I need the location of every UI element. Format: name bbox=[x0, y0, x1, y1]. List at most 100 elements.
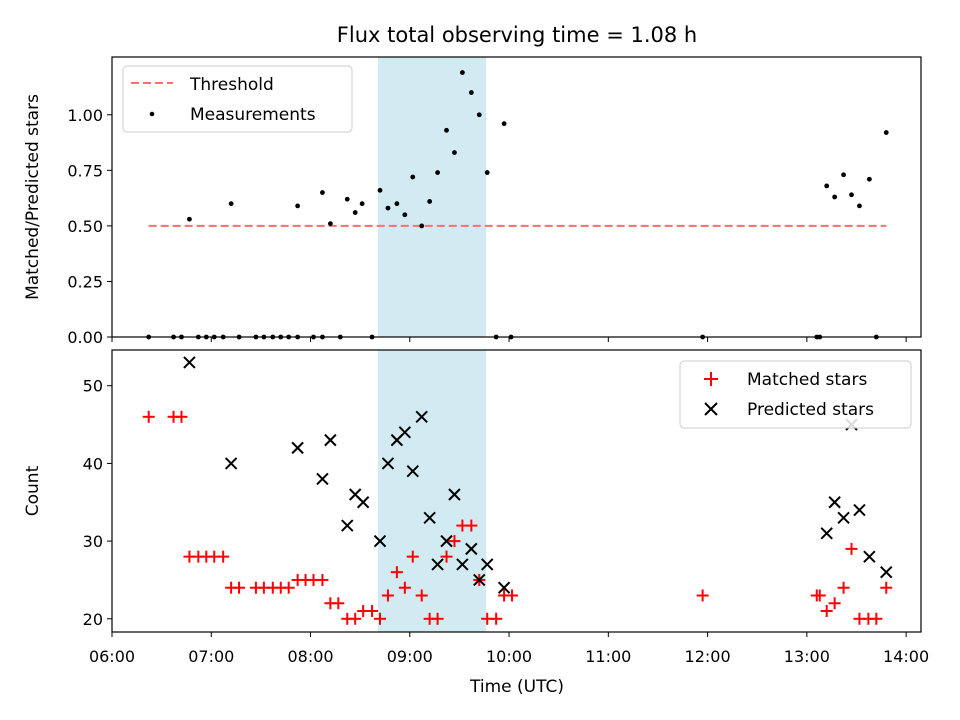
predicted-point-b bbox=[837, 511, 850, 525]
predicted-point-b bbox=[324, 433, 337, 447]
predicted-point-b bbox=[348, 488, 362, 501]
matched-point bbox=[448, 535, 461, 548]
highlight-span bbox=[378, 350, 487, 632]
predicted-point-b bbox=[183, 356, 196, 369]
predicted-point-b bbox=[880, 565, 893, 579]
predicted-point-b bbox=[356, 496, 370, 509]
matched-point bbox=[880, 581, 893, 594]
measurement-point bbox=[849, 192, 854, 198]
predicted-point bbox=[448, 488, 461, 501]
predicted-point-b bbox=[820, 527, 833, 540]
measurement-point bbox=[883, 130, 889, 135]
predicted-point-b bbox=[341, 519, 354, 532]
matched-point bbox=[820, 605, 833, 618]
measurement-point bbox=[187, 216, 192, 222]
predicted-point bbox=[398, 426, 412, 439]
matched-point bbox=[696, 589, 709, 602]
predicted-point-b bbox=[440, 534, 453, 548]
predicted-point-b bbox=[398, 426, 412, 439]
measurement-point bbox=[866, 176, 872, 182]
predicted-point-b bbox=[415, 410, 428, 424]
bottom-panel: 20 30 40 50 Count Matched stars Predicted s… bbox=[23, 349, 922, 637]
matched-point bbox=[332, 597, 345, 610]
measurement-point bbox=[228, 201, 234, 207]
y-tick-label: 50 bbox=[83, 377, 103, 396]
highlight-span bbox=[378, 57, 487, 337]
predicted-point bbox=[828, 496, 841, 509]
measurement-point bbox=[452, 150, 457, 155]
predicted-point bbox=[224, 457, 238, 470]
x-tick-label: 11:00 bbox=[585, 647, 631, 666]
matched-point bbox=[506, 589, 519, 602]
predicted-point-b bbox=[373, 534, 387, 548]
matched-point bbox=[398, 581, 411, 594]
matched-point bbox=[465, 519, 478, 532]
matched-point bbox=[837, 581, 850, 594]
predicted-point bbox=[820, 527, 833, 540]
top-panel: 0.00 0.25 0.50 0.75 1.00 Matched/Predicted s… bbox=[23, 56, 922, 347]
predicted-point-b bbox=[406, 464, 419, 478]
matched-point bbox=[845, 542, 858, 555]
legend-threshold-label: Threshold bbox=[189, 75, 274, 95]
predicted-point bbox=[473, 573, 486, 587]
x-tick-label: 08:00 bbox=[287, 647, 333, 666]
y-tick-label: 30 bbox=[83, 532, 103, 551]
legend-measurements-label: Measurements bbox=[190, 105, 316, 125]
predicted-point-b bbox=[291, 441, 304, 455]
measurement-point bbox=[468, 90, 474, 95]
measurement-point bbox=[476, 112, 482, 118]
matched-point bbox=[366, 605, 379, 618]
measurement-point bbox=[832, 194, 838, 200]
legend-matched-swatch bbox=[704, 372, 718, 386]
bottom-legend: Matched stars Predicted stars bbox=[679, 360, 912, 429]
matched-point bbox=[813, 589, 826, 602]
x-tick-label: 10:00 bbox=[486, 647, 532, 666]
predicted-point bbox=[316, 472, 329, 486]
predicted-point bbox=[456, 558, 469, 571]
y-tick-label: 40 bbox=[83, 454, 103, 473]
x-tick-label: 07:00 bbox=[188, 647, 234, 666]
matched-point bbox=[233, 581, 246, 594]
measurement-point bbox=[295, 203, 301, 209]
measurement-point bbox=[402, 212, 408, 218]
predicted-point-b bbox=[497, 581, 511, 594]
y-tick-label: 1.00 bbox=[67, 106, 103, 125]
x-axis-label: Time (UTC) bbox=[469, 677, 564, 697]
predicted-point-b bbox=[481, 558, 494, 571]
y-tick-label: 0.00 bbox=[67, 328, 103, 347]
predicted-point bbox=[381, 457, 395, 470]
predicted-point-b bbox=[316, 472, 329, 486]
top-legend: Threshold Measurements bbox=[122, 65, 353, 133]
y-tick-label: 20 bbox=[83, 610, 103, 629]
matched-point bbox=[415, 589, 428, 602]
predicted-point bbox=[291, 441, 304, 455]
predicted-point bbox=[341, 519, 354, 532]
top-panel-frame bbox=[111, 56, 922, 338]
measurement-point bbox=[385, 205, 391, 211]
predicted-point bbox=[440, 534, 453, 548]
legend-predicted-swatch bbox=[704, 402, 718, 416]
measurement-point bbox=[484, 170, 490, 175]
measurement-point bbox=[501, 121, 507, 127]
predicted-point-b bbox=[828, 496, 841, 509]
predicted-point bbox=[406, 464, 419, 478]
predicted-point-b bbox=[456, 558, 469, 571]
predicted-point bbox=[497, 581, 511, 594]
x-axis: 06:00 07:00 08:00 09:00 10:00 11:00 12:00 13:00… bbox=[89, 647, 929, 666]
predicted-point-b bbox=[473, 573, 486, 587]
measurement-point bbox=[394, 201, 400, 207]
measurement-point bbox=[857, 203, 862, 209]
matched-point bbox=[406, 550, 419, 563]
x-tick-label: 09:00 bbox=[387, 647, 433, 666]
matched-point bbox=[217, 550, 230, 563]
matched-point bbox=[316, 573, 329, 586]
matched-point bbox=[490, 612, 503, 625]
matched-point bbox=[175, 410, 188, 423]
predicted-point bbox=[853, 503, 866, 517]
predicted-point bbox=[837, 511, 850, 525]
matched-point bbox=[440, 550, 453, 563]
predicted-point bbox=[431, 558, 444, 571]
predicted-point-b bbox=[448, 488, 461, 501]
measurement-point bbox=[427, 199, 433, 204]
predicted-point-b bbox=[431, 558, 444, 571]
